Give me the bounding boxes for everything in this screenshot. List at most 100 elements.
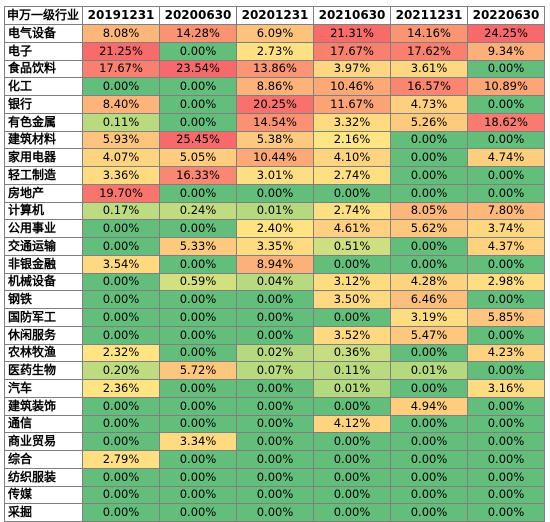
industry-name-cell: 电气设备 <box>4 24 83 43</box>
weight-cell: 0.00% <box>390 254 468 274</box>
weight-cell: 2.40% <box>236 219 314 238</box>
weight-cell: 5.72% <box>159 361 237 380</box>
weight-cell: 0.00% <box>236 396 314 416</box>
table-row: 休闲服务 0.00% 0.00% 0.00% 3.52% 5.47% 0.00% <box>4 325 545 345</box>
weight-cell: 0.00% <box>390 166 468 185</box>
table-row: 计算机 0.17% 0.24% 0.01% 2.74% 8.05% 7.80% <box>4 201 545 221</box>
weight-cell: 5.05% <box>159 148 237 167</box>
weight-cell: 0.00% <box>159 379 237 398</box>
industry-name-cell: 机械设备 <box>4 272 83 292</box>
weight-cell: 0.00% <box>236 450 314 469</box>
weight-cell: 0.00% <box>159 396 237 416</box>
weight-cell: 0.00% <box>390 148 468 167</box>
industry-name-cell: 化工 <box>4 77 83 96</box>
weight-cell: 0.00% <box>159 414 237 434</box>
weight-cell: 0.00% <box>236 183 314 203</box>
weight-cell: 5.47% <box>390 325 468 345</box>
weight-cell: 3.50% <box>313 290 391 309</box>
weight-cell: 3.01% <box>236 166 314 185</box>
weight-cell: 0.00% <box>159 112 237 132</box>
weight-cell: 3.32% <box>313 112 391 132</box>
weight-cell: 0.00% <box>159 503 237 522</box>
weight-cell: 0.00% <box>313 183 391 203</box>
table-row: 银行 8.40% 0.00% 20.25% 11.67% 4.73% 0.00% <box>4 95 545 114</box>
weight-cell: 0.00% <box>390 130 468 150</box>
industry-name-cell: 采掘 <box>4 503 83 522</box>
weight-cell: 0.00% <box>82 503 160 522</box>
weight-cell: 0.01% <box>390 361 468 380</box>
weight-cell: 3.19% <box>390 308 468 327</box>
industry-name-cell: 银行 <box>4 95 83 114</box>
weight-cell: 0.00% <box>159 343 237 363</box>
weight-cell: 25.45% <box>159 130 237 150</box>
weight-cell: 0.00% <box>390 467 468 487</box>
weight-cell: 0.00% <box>236 503 314 522</box>
weight-cell: 0.00% <box>236 308 314 327</box>
table-row: 商业贸易 0.00% 3.34% 0.00% 0.00% 0.00% 0.00% <box>4 432 545 451</box>
weight-cell: 16.33% <box>159 166 237 185</box>
weight-cell: 3.12% <box>313 272 391 292</box>
weight-cell: 14.16% <box>390 24 468 43</box>
weight-cell: 0.00% <box>390 485 468 505</box>
table-row: 化工 0.00% 0.00% 8.86% 10.46% 16.57% 10.89% <box>4 77 545 96</box>
weight-cell: 0.00% <box>467 485 545 505</box>
weight-cell: 10.89% <box>467 77 545 96</box>
weight-cell: 3.74% <box>467 219 545 238</box>
weight-cell: 0.00% <box>159 77 237 96</box>
weight-cell: 0.00% <box>467 166 545 185</box>
weight-cell: 4.07% <box>82 148 160 167</box>
table-row: 建筑材料 5.93% 25.45% 5.38% 2.16% 0.00% 0.00% <box>4 130 545 150</box>
weight-cell: 8.08% <box>82 24 160 43</box>
weight-cell: 23.54% <box>159 59 237 79</box>
table-row: 纺织服装 0.00% 0.00% 0.00% 0.00% 0.00% 0.00% <box>4 467 545 487</box>
industry-name-cell: 电子 <box>4 41 83 61</box>
weight-cell: 8.05% <box>390 201 468 221</box>
weight-cell: 0.36% <box>313 343 391 363</box>
table-row: 建筑装饰 0.00% 0.00% 0.00% 0.00% 4.94% 0.00% <box>4 396 545 416</box>
weight-cell: 21.31% <box>313 24 391 43</box>
industry-name-cell: 商业贸易 <box>4 432 83 451</box>
weight-cell: 20.25% <box>236 95 314 114</box>
table-row: 钢铁 0.00% 0.00% 0.00% 3.50% 6.46% 0.00% <box>4 290 545 309</box>
industry-name-cell: 计算机 <box>4 201 83 221</box>
industry-name-cell: 传媒 <box>4 485 83 505</box>
industry-name-cell: 纺织服装 <box>4 467 83 487</box>
weight-cell: 2.73% <box>236 41 314 61</box>
weight-cell: 0.00% <box>82 290 160 309</box>
weight-cell: 0.00% <box>467 254 545 274</box>
weight-cell: 0.00% <box>313 254 391 274</box>
weight-cell: 3.16% <box>467 379 545 398</box>
weight-cell: 4.23% <box>467 343 545 363</box>
table-row: 综合 2.79% 0.00% 0.00% 0.00% 0.00% 0.00% <box>4 450 545 469</box>
weight-cell: 0.00% <box>313 503 391 522</box>
weight-cell: 4.28% <box>390 272 468 292</box>
weight-cell: 0.00% <box>467 183 545 203</box>
header-row: 申万一级行业 20191231 20200630 20201231 202106… <box>4 6 545 25</box>
weight-cell: 0.00% <box>467 325 545 345</box>
industry-name-cell: 建筑装饰 <box>4 396 83 416</box>
industry-name-cell: 公用事业 <box>4 219 83 238</box>
weight-cell: 5.62% <box>390 219 468 238</box>
weight-cell: 17.67% <box>313 41 391 61</box>
weight-cell: 0.00% <box>159 95 237 114</box>
weight-cell: 2.98% <box>467 272 545 292</box>
weight-cell: 0.00% <box>467 95 545 114</box>
weight-cell: 8.86% <box>236 77 314 96</box>
weight-cell: 0.00% <box>159 41 237 61</box>
weight-cell: 3.54% <box>82 254 160 274</box>
table-row: 食品饮料 17.67% 23.54% 13.86% 3.97% 3.61% 0.00% <box>4 59 545 79</box>
weight-cell: 0.00% <box>82 467 160 487</box>
industry-name-cell: 非银金融 <box>4 254 83 274</box>
weight-cell: 0.07% <box>236 361 314 380</box>
weight-cell: 0.00% <box>159 325 237 345</box>
weight-cell: 4.61% <box>313 219 391 238</box>
weight-cell: 0.00% <box>313 396 391 416</box>
weight-cell: 2.74% <box>313 201 391 221</box>
weight-cell: 0.00% <box>467 414 545 434</box>
weight-cell: 0.00% <box>82 308 160 327</box>
weight-cell: 0.00% <box>390 183 468 203</box>
industry-name-cell: 国防军工 <box>4 308 83 327</box>
industry-name-cell: 农林牧渔 <box>4 343 83 363</box>
weight-cell: 0.00% <box>467 290 545 309</box>
weight-cell: 2.36% <box>82 379 160 398</box>
